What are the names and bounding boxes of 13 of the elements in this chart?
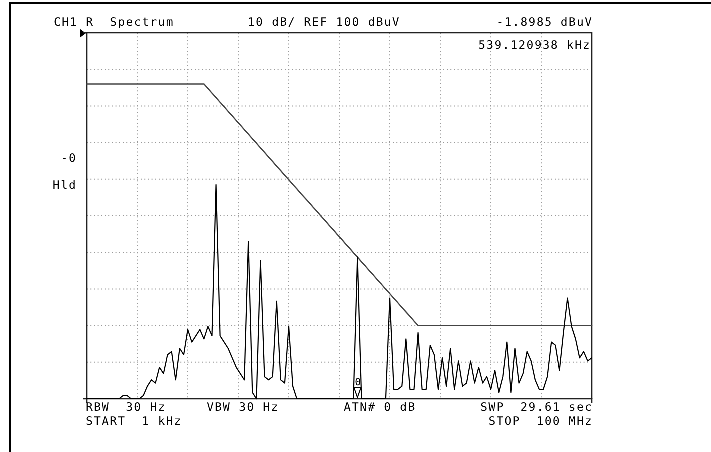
text: VBW 30 Hz: [207, 400, 280, 414]
text: -0: [60, 151, 77, 165]
text: SWP 29.61 sec: [480, 400, 593, 414]
text: Hld: [52, 178, 77, 192]
chart-subtitle: 10 dB/ REF 100 dBuV: [248, 15, 400, 29]
chart-title: CH1 R Spectrum: [54, 15, 174, 29]
text: START 1 kHz: [86, 414, 182, 428]
text: -1.8985 dBuV: [496, 15, 593, 29]
text: STOP 100 MHz: [488, 414, 593, 428]
text: 539.120938 kHz: [478, 38, 591, 52]
series-label: 0: [355, 378, 362, 389]
text: ATN# 0 dB: [344, 400, 416, 414]
text: RBW 30 Hz: [86, 400, 166, 414]
